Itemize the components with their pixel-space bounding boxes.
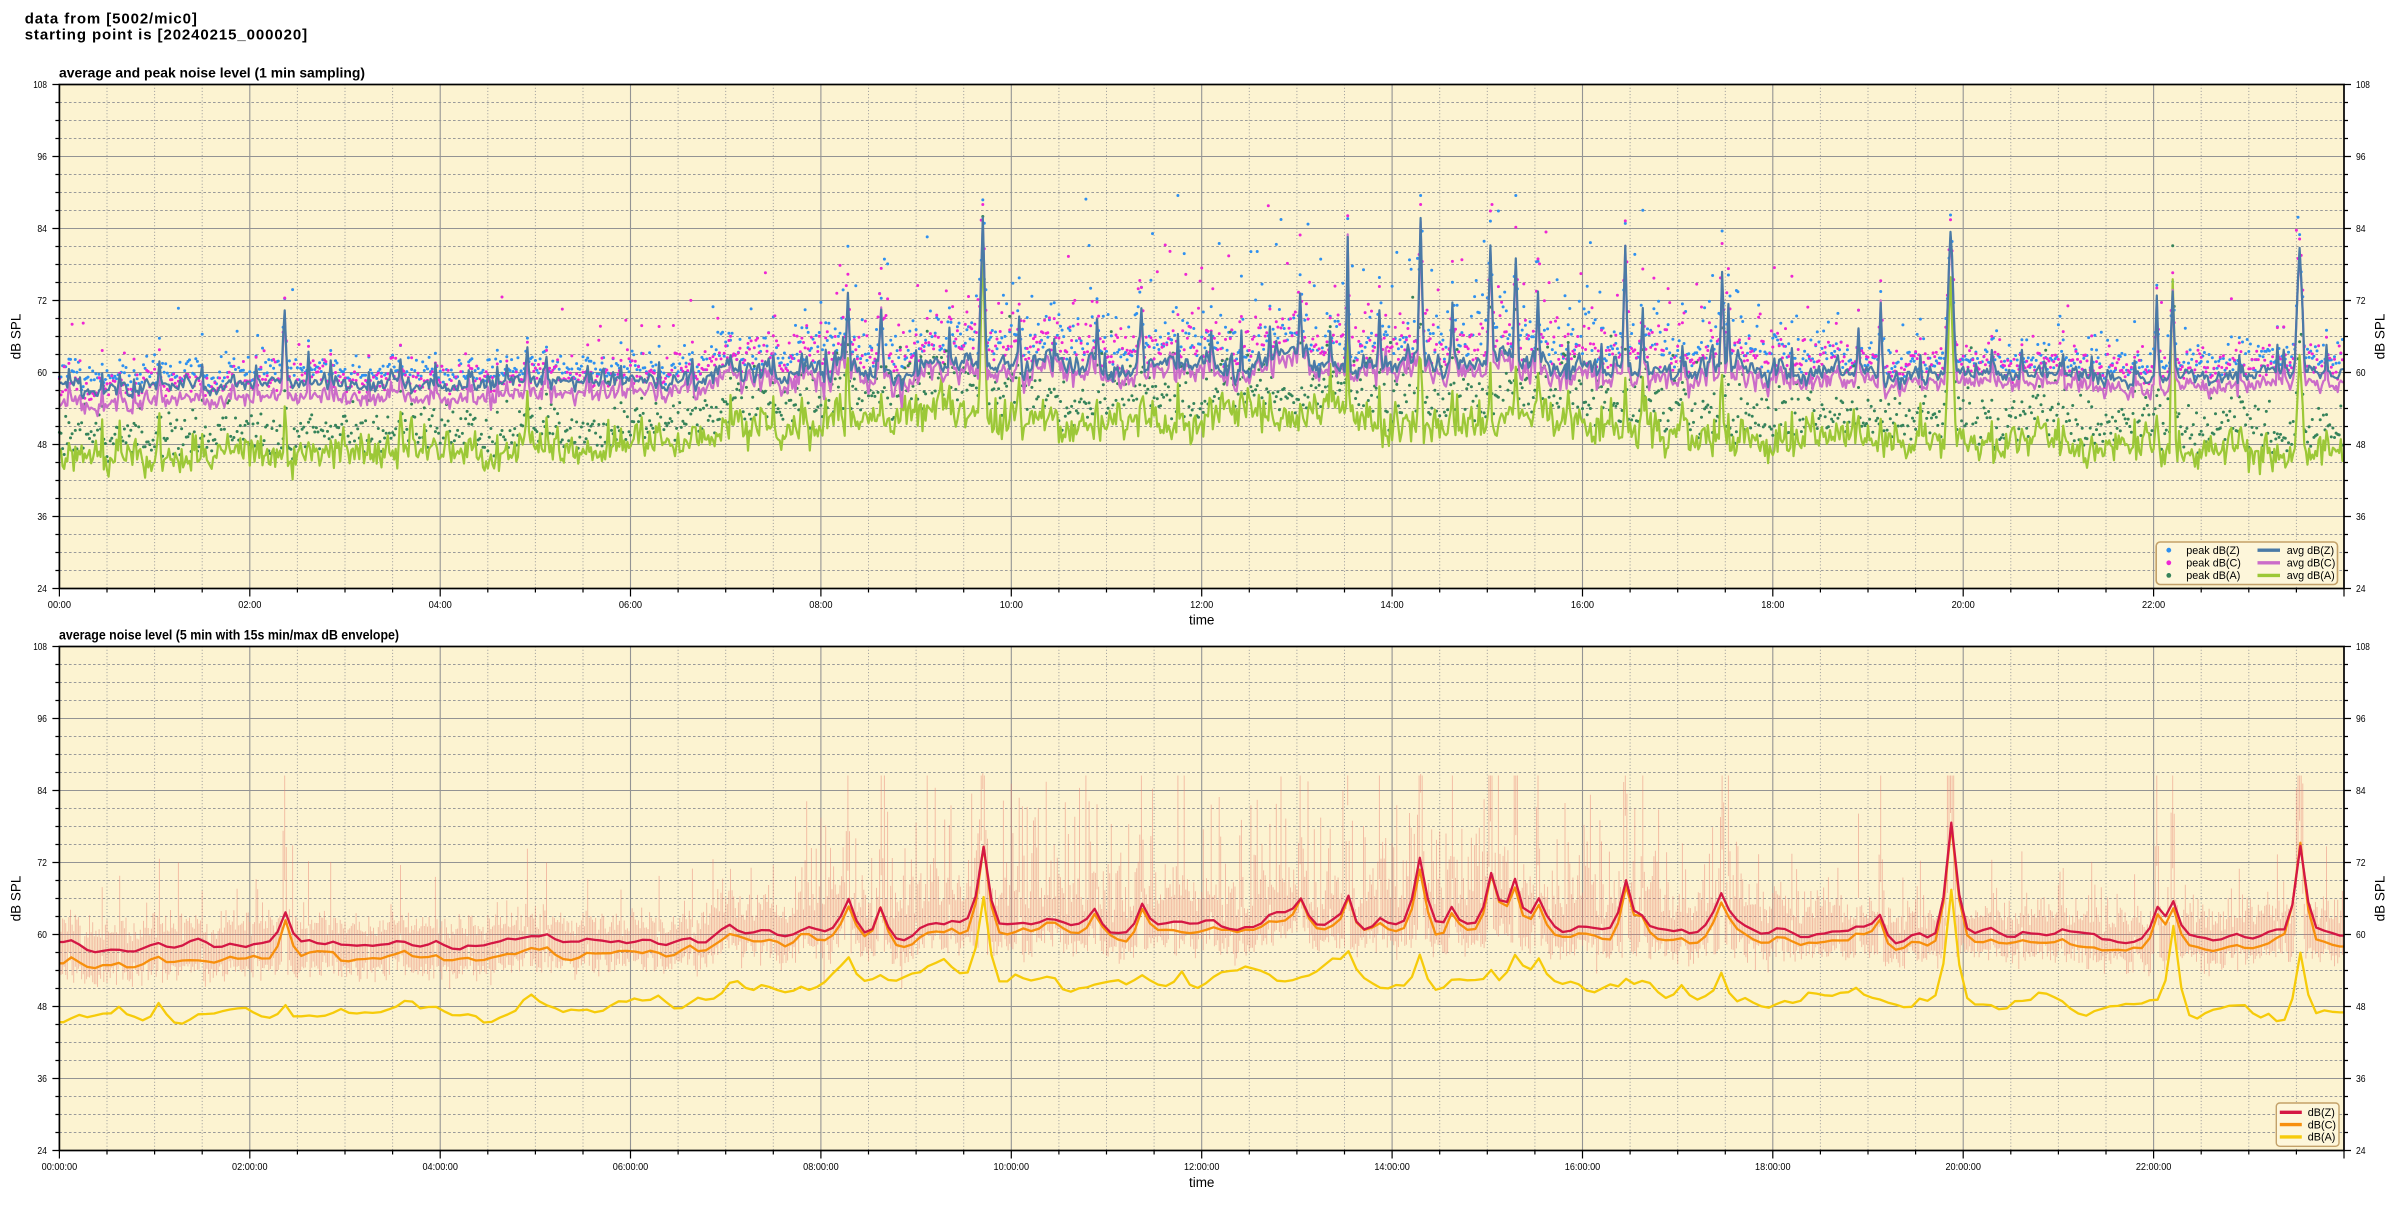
svg-text:starting point is [20240215_00: starting point is [20240215_000020] — [25, 27, 308, 44]
svg-text:36: 36 — [37, 512, 47, 523]
svg-text:60: 60 — [37, 368, 47, 379]
svg-text:72: 72 — [37, 858, 47, 869]
svg-text:avg dB(Z): avg dB(Z) — [2287, 545, 2334, 557]
svg-text:16:00:00: 16:00:00 — [1565, 1162, 1601, 1173]
svg-text:avg dB(A): avg dB(A) — [2287, 570, 2335, 582]
svg-text:12:00:00: 12:00:00 — [1184, 1162, 1220, 1173]
svg-text:96: 96 — [2356, 152, 2366, 163]
svg-text:04:00:00: 04:00:00 — [422, 1162, 458, 1173]
svg-text:48: 48 — [37, 440, 47, 451]
svg-text:06:00:00: 06:00:00 — [613, 1162, 649, 1173]
svg-text:48: 48 — [2356, 1002, 2366, 1013]
svg-text:48: 48 — [37, 1002, 47, 1013]
svg-text:average and peak noise level (: average and peak noise level (1 min samp… — [59, 66, 365, 81]
svg-text:06:00: 06:00 — [619, 600, 642, 611]
svg-text:dB SPL: dB SPL — [2373, 313, 2388, 359]
svg-text:14:00:00: 14:00:00 — [1374, 1162, 1410, 1173]
svg-text:peak dB(Z): peak dB(Z) — [2186, 545, 2239, 557]
svg-text:average noise level (5 min wit: average noise level (5 min with 15s min/… — [59, 628, 399, 643]
svg-text:24: 24 — [37, 1146, 47, 1157]
svg-text:02:00: 02:00 — [238, 600, 261, 611]
svg-text:48: 48 — [2356, 440, 2366, 451]
svg-text:108: 108 — [33, 642, 47, 653]
svg-text:84: 84 — [2356, 786, 2366, 797]
svg-text:08:00:00: 08:00:00 — [803, 1162, 839, 1173]
svg-text:02:00:00: 02:00:00 — [232, 1162, 268, 1173]
svg-text:84: 84 — [37, 786, 47, 797]
svg-text:18:00: 18:00 — [1761, 600, 1784, 611]
svg-text:dB(Z): dB(Z) — [2308, 1107, 2335, 1119]
svg-text:time: time — [1189, 613, 1215, 628]
svg-text:96: 96 — [37, 152, 47, 163]
svg-text:dB SPL: dB SPL — [9, 313, 24, 359]
svg-text:14:00: 14:00 — [1381, 600, 1404, 611]
svg-text:36: 36 — [2356, 512, 2366, 523]
svg-text:72: 72 — [2356, 858, 2366, 869]
svg-text:72: 72 — [2356, 296, 2366, 307]
svg-text:10:00: 10:00 — [1000, 600, 1023, 611]
svg-text:24: 24 — [2356, 584, 2366, 595]
svg-text:12:00: 12:00 — [1190, 600, 1213, 611]
svg-text:60: 60 — [37, 930, 47, 941]
svg-text:avg dB(C): avg dB(C) — [2287, 558, 2336, 570]
svg-text:00:00: 00:00 — [48, 600, 71, 611]
svg-text:peak dB(C): peak dB(C) — [2186, 558, 2241, 570]
svg-text:data from [5002/mic0]: data from [5002/mic0] — [25, 11, 198, 28]
svg-text:24: 24 — [37, 584, 47, 595]
svg-text:22:00:00: 22:00:00 — [2136, 1162, 2172, 1173]
svg-text:18:00:00: 18:00:00 — [1755, 1162, 1791, 1173]
svg-text:00:00:00: 00:00:00 — [42, 1162, 78, 1173]
svg-text:10:00:00: 10:00:00 — [994, 1162, 1030, 1173]
svg-text:dB SPL: dB SPL — [2373, 875, 2388, 921]
svg-text:16:00: 16:00 — [1571, 600, 1594, 611]
svg-text:60: 60 — [2356, 368, 2366, 379]
svg-text:84: 84 — [2356, 224, 2366, 235]
svg-text:108: 108 — [2356, 80, 2370, 91]
svg-text:time: time — [1189, 1175, 1215, 1190]
svg-text:24: 24 — [2356, 1146, 2366, 1157]
svg-text:60: 60 — [2356, 930, 2366, 941]
svg-text:peak dB(A): peak dB(A) — [2186, 570, 2240, 582]
svg-text:96: 96 — [2356, 714, 2366, 725]
svg-text:20:00:00: 20:00:00 — [1945, 1162, 1981, 1173]
svg-text:22:00: 22:00 — [2142, 600, 2165, 611]
svg-text:dB SPL: dB SPL — [9, 875, 24, 921]
svg-text:108: 108 — [33, 80, 47, 91]
svg-text:72: 72 — [37, 296, 47, 307]
svg-text:20:00: 20:00 — [1952, 600, 1975, 611]
svg-text:96: 96 — [37, 714, 47, 725]
svg-text:36: 36 — [2356, 1074, 2366, 1085]
svg-text:84: 84 — [37, 224, 47, 235]
svg-text:36: 36 — [37, 1074, 47, 1085]
svg-text:108: 108 — [2356, 642, 2370, 653]
svg-text:dB(C): dB(C) — [2308, 1119, 2336, 1131]
svg-text:08:00: 08:00 — [809, 600, 832, 611]
svg-text:04:00: 04:00 — [429, 600, 452, 611]
svg-text:dB(A): dB(A) — [2308, 1132, 2336, 1144]
